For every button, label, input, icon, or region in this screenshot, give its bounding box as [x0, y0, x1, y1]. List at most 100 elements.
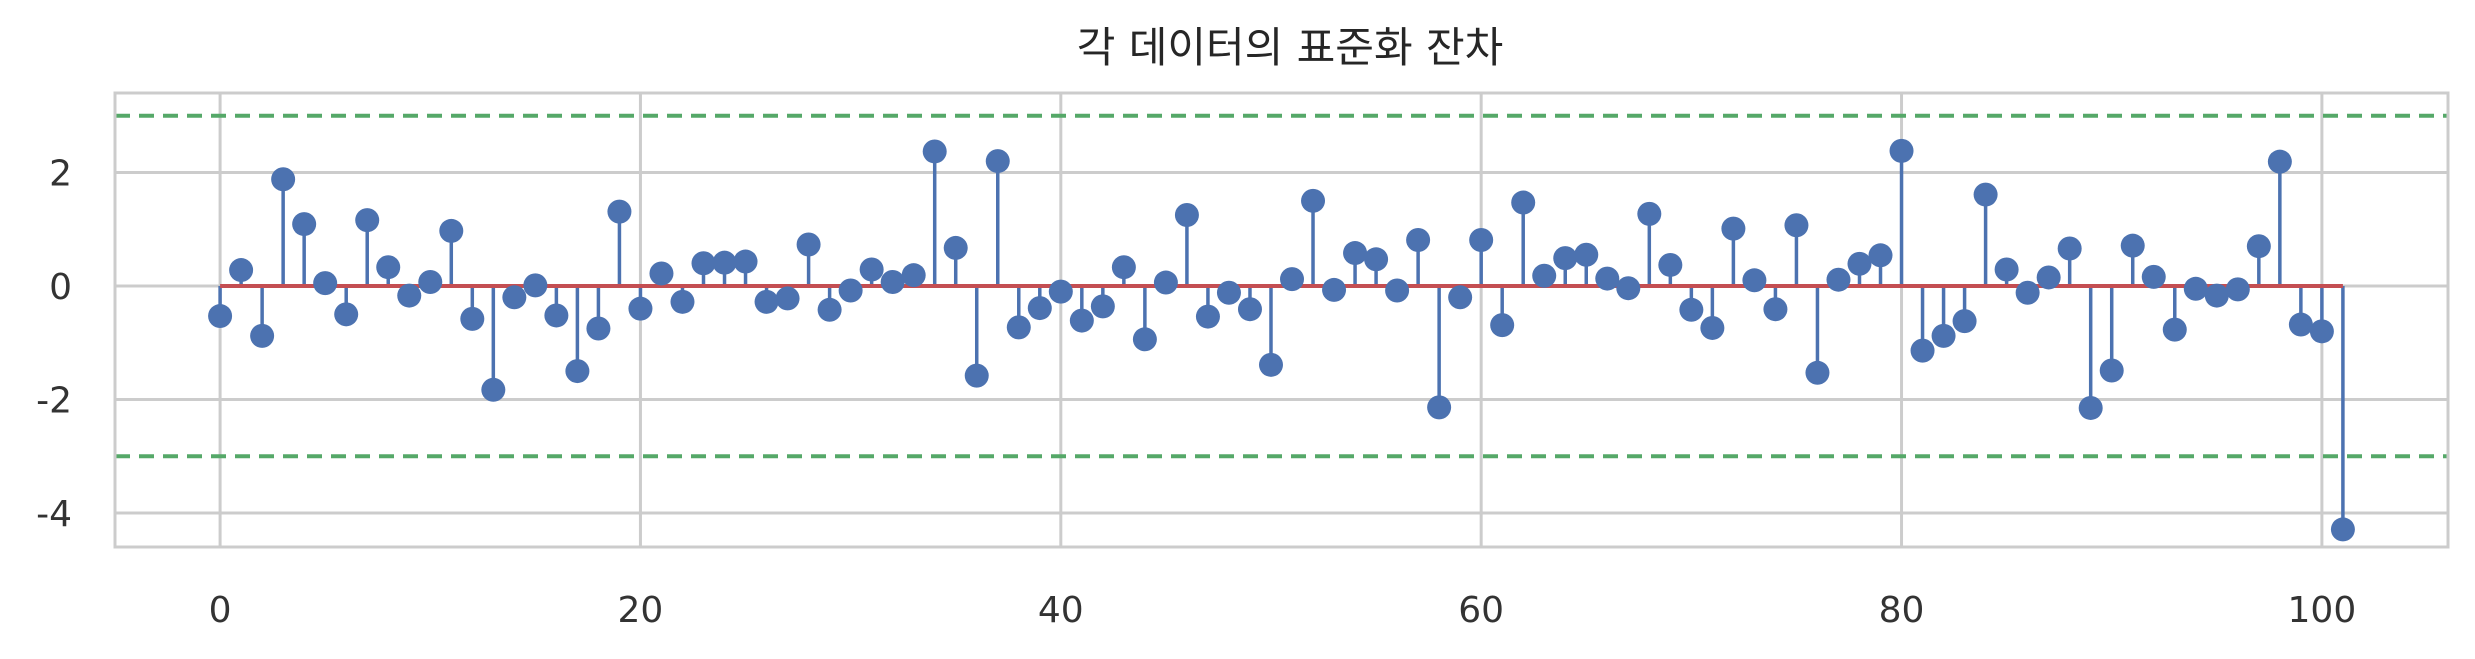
stem-marker [2288, 312, 2313, 337]
stem-marker [208, 304, 233, 329]
stem-marker [418, 269, 443, 294]
y-tick-label: 2 [49, 153, 72, 194]
stem-marker [1385, 278, 1410, 303]
stem-marker [460, 306, 485, 331]
stem-marker [859, 257, 884, 282]
stem-marker [1784, 213, 1809, 238]
stem-marker [1153, 270, 1178, 295]
markers [208, 138, 2355, 542]
stem-marker [334, 302, 359, 327]
stem-marker [1532, 263, 1557, 288]
stem-marker [2120, 233, 2145, 258]
stem-marker [1069, 308, 1094, 333]
y-tick-labels: -4 -2 0 2 [36, 153, 72, 535]
stem-marker [523, 273, 548, 298]
stem-marker [1658, 252, 1683, 277]
stem-marker [1343, 241, 1368, 266]
stems [218, 150, 2345, 530]
stem-marker [1469, 227, 1494, 252]
stem-marker [292, 212, 317, 237]
stem-marker [628, 296, 653, 321]
stem-marker [1553, 246, 1578, 271]
stem-marker [1826, 267, 1851, 292]
stem-marker [1406, 227, 1431, 252]
y-tick-label: -4 [36, 494, 72, 535]
stem-marker [1700, 315, 1725, 340]
stem-marker [1511, 190, 1536, 215]
stem-marker [1280, 267, 1305, 292]
stem-marker [565, 359, 590, 384]
x-tick-labels: 0 20 40 60 80 100 [209, 590, 2357, 631]
stem-marker [2141, 264, 2166, 289]
stem-marker [1973, 182, 1998, 207]
stem-marker [1931, 323, 1956, 348]
x-tick-label: 60 [1458, 590, 1504, 631]
y-tick-label: 0 [49, 267, 72, 308]
stem-marker [313, 271, 338, 296]
stem-marker [1237, 297, 1262, 322]
stem-marker [439, 218, 464, 243]
stem-marker [985, 149, 1010, 174]
stem-marker [481, 377, 506, 402]
stem-marker [2330, 517, 2355, 542]
stem-marker [1427, 395, 1452, 420]
stem-marker [544, 303, 569, 328]
stem-marker [1952, 309, 1977, 334]
stem-marker [1027, 296, 1052, 321]
stem-marker [229, 258, 254, 283]
stem-marker [502, 285, 527, 310]
stem-marker [1090, 294, 1115, 319]
stem-marker [2036, 265, 2061, 290]
stem-marker [2099, 358, 2124, 383]
stem-marker [2057, 236, 2082, 261]
stem-marker [733, 249, 758, 274]
stem-marker [838, 278, 863, 303]
stem-marker [817, 297, 842, 322]
stem-marker [649, 261, 674, 286]
stem-marker [355, 208, 380, 233]
stem-marker [1910, 338, 1935, 363]
stem-marker [1195, 304, 1220, 329]
stem-marker [2162, 317, 2187, 342]
stem-marker [2225, 277, 2250, 302]
stem-marker [2267, 149, 2292, 174]
stem-marker [607, 199, 632, 224]
stem-marker [901, 263, 926, 288]
stem-marker [2015, 280, 2040, 305]
stem-marker [2183, 276, 2208, 301]
stem-marker [1763, 297, 1788, 322]
stem-marker [1721, 216, 1746, 241]
stem-marker [586, 316, 611, 341]
stem-marker [1868, 243, 1893, 268]
stem-marker [397, 283, 422, 308]
stem-marker [964, 363, 989, 388]
stem-marker [1048, 279, 1073, 304]
stem-marker [1448, 285, 1473, 310]
stem-marker [271, 167, 296, 192]
stem-marker [1847, 251, 1872, 276]
stem-marker [2309, 319, 2334, 344]
stem-marker [1616, 276, 1641, 301]
stem-marker [1216, 280, 1241, 305]
reference-lines [115, 113, 2448, 459]
x-tick-label: 100 [2288, 590, 2357, 631]
stem-marker [754, 289, 779, 314]
plot-frame [113, 91, 2450, 549]
chart-title: 각 데이터의 표준화 잔차 [1077, 23, 1503, 72]
stem-marker [880, 269, 905, 294]
stem-marker [775, 286, 800, 311]
stem-marker [796, 232, 821, 257]
stem-marker [712, 250, 737, 275]
stem-marker [2078, 395, 2103, 420]
x-tick-label: 40 [1038, 590, 1084, 631]
stem-marker [1994, 257, 2019, 282]
stem-marker [376, 255, 401, 280]
y-tick-label: -2 [36, 380, 72, 421]
stem-marker [1174, 203, 1199, 228]
stem-marker [1637, 201, 1662, 226]
x-tick-label: 20 [618, 590, 664, 631]
stem-marker [1490, 313, 1515, 338]
stem-marker [250, 323, 275, 348]
stem-marker [1364, 247, 1389, 272]
